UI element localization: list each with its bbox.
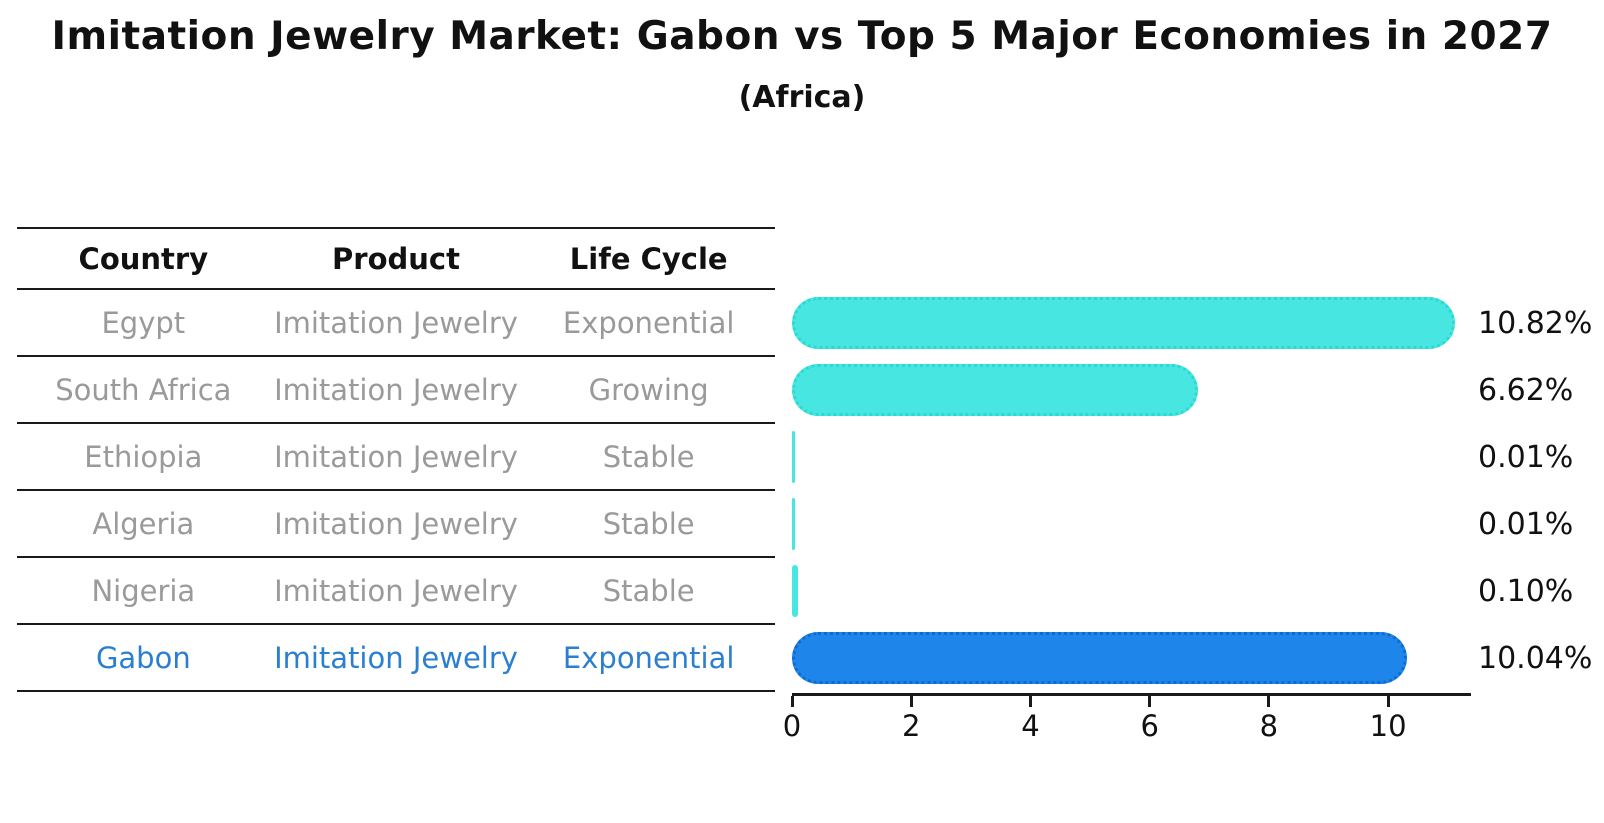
comparison-table: Country Product Life Cycle Egypt Imitati… xyxy=(17,227,775,692)
table-row: South Africa Imitation Jewelry Growing xyxy=(17,357,775,424)
bar-row xyxy=(792,625,1468,692)
cell-country: South Africa xyxy=(55,372,232,407)
chart-title: Imitation Jewelry Market: Gabon vs Top 5… xyxy=(51,14,1553,59)
value-label: 6.62% xyxy=(1478,373,1574,408)
value-labels: 10.82% 6.62% 0.01% 0.01% 0.10% 10.04% xyxy=(1478,290,1592,692)
cell-product: Imitation Jewelry xyxy=(274,573,518,608)
cell-product: Imitation Jewelry xyxy=(274,439,518,474)
value-label: 0.01% xyxy=(1478,507,1574,542)
bar-row xyxy=(792,357,1468,424)
x-axis-tick-label: 6 xyxy=(1140,709,1159,743)
table-header-row: Country Product Life Cycle xyxy=(17,229,775,290)
cell-country: Algeria xyxy=(92,506,195,541)
column-header-product: Product xyxy=(332,241,460,276)
table-row: Algeria Imitation Jewelry Stable xyxy=(17,491,775,558)
value-label: 0.10% xyxy=(1478,574,1574,609)
bar-chart xyxy=(792,290,1468,692)
column-header-life-cycle: Life Cycle xyxy=(569,241,728,276)
cell-life-cycle: Stable xyxy=(602,439,695,474)
bar-nigeria xyxy=(792,565,799,617)
bar-row xyxy=(792,558,1468,625)
cell-life-cycle: Stable xyxy=(602,506,695,541)
table-row-highlighted: Gabon Imitation Jewelry Exponential xyxy=(17,625,775,692)
bar-egypt xyxy=(792,297,1456,349)
table-row: Ethiopia Imitation Jewelry Stable xyxy=(17,424,775,491)
cell-life-cycle: Growing xyxy=(588,372,709,407)
cell-country: Egypt xyxy=(101,305,186,340)
cell-product: Imitation Jewelry xyxy=(274,640,518,675)
cell-product: Imitation Jewelry xyxy=(274,372,518,407)
x-axis-line xyxy=(792,693,1471,696)
x-axis-tick xyxy=(1267,696,1271,707)
table-row: Egypt Imitation Jewelry Exponential xyxy=(17,290,775,357)
x-axis-tick xyxy=(1028,696,1032,707)
x-axis-tick xyxy=(909,696,913,707)
bar-row xyxy=(792,424,1468,491)
bar-south-africa xyxy=(792,364,1198,416)
table-row: Nigeria Imitation Jewelry Stable xyxy=(17,558,775,625)
bar-ethiopia xyxy=(792,431,795,483)
cell-country: Gabon xyxy=(95,640,191,675)
x-axis-tick xyxy=(1148,696,1152,707)
cell-life-cycle: Exponential xyxy=(562,305,735,340)
column-header-country: Country xyxy=(78,241,209,276)
cell-life-cycle: Exponential xyxy=(562,640,735,675)
cell-country: Ethiopia xyxy=(84,439,203,474)
chart-subtitle: (Africa) xyxy=(738,80,866,115)
x-axis-tick-label: 0 xyxy=(782,709,802,743)
x-axis-tick-label: 8 xyxy=(1259,709,1279,743)
cell-country: Nigeria xyxy=(91,573,196,608)
bar-gabon-highlighted xyxy=(792,632,1408,684)
cell-product: Imitation Jewelry xyxy=(274,305,518,340)
x-axis-tick xyxy=(1386,696,1390,707)
cell-product: Imitation Jewelry xyxy=(274,506,518,541)
bar-algeria xyxy=(792,498,795,550)
cell-life-cycle: Stable xyxy=(602,573,695,608)
value-label: 10.82% xyxy=(1478,306,1593,341)
value-label: 10.04% xyxy=(1478,641,1593,676)
x-axis-tick-label: 4 xyxy=(1021,709,1040,743)
value-label: 0.01% xyxy=(1478,440,1574,475)
x-axis-tick-label: 2 xyxy=(901,709,921,743)
x-axis-tick xyxy=(790,696,794,707)
bar-row xyxy=(792,290,1468,357)
bar-row xyxy=(792,491,1468,558)
x-axis-tick-label: 10 xyxy=(1369,709,1407,743)
